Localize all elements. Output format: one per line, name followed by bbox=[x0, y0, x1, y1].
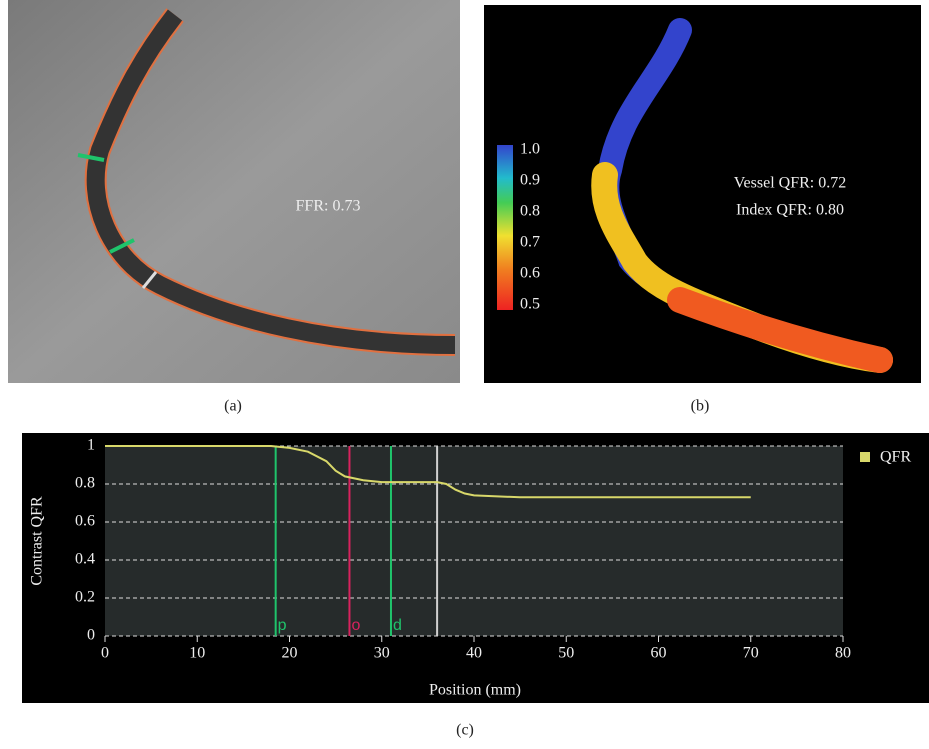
colorbar-tick-label: 0.7 bbox=[520, 234, 540, 251]
figure: FFR: 0.73 (a) Vessel QFR: 0.72 Index QFR… bbox=[0, 0, 929, 744]
plot-area bbox=[105, 446, 843, 636]
colorbar-tick-label: 0.9 bbox=[520, 172, 540, 189]
y-tick-label: 0.6 bbox=[75, 513, 95, 530]
x-tick-label: 0 bbox=[101, 645, 109, 662]
colorbar-tick-label: 1.0 bbox=[520, 141, 540, 158]
panel-label: (c) bbox=[456, 722, 474, 739]
legend-swatch bbox=[860, 452, 870, 462]
x-tick-label: 30 bbox=[374, 645, 390, 662]
x-tick-label: 60 bbox=[651, 645, 667, 662]
y-tick-label: 0.4 bbox=[75, 551, 95, 568]
x-tick-label: 50 bbox=[558, 645, 574, 662]
colorbar-tick-label: 0.5 bbox=[520, 296, 540, 313]
x-tick-label: 10 bbox=[189, 645, 205, 662]
colorbar-tick-label: 0.6 bbox=[520, 265, 540, 282]
marker-label: o bbox=[351, 617, 360, 634]
x-tick-label: 40 bbox=[466, 645, 482, 662]
y-tick-label: 0.8 bbox=[75, 475, 95, 492]
legend-label: QFR bbox=[880, 449, 911, 466]
x-tick-label: 20 bbox=[282, 645, 298, 662]
colorbar bbox=[497, 145, 513, 310]
x-tick-label: 80 bbox=[835, 645, 851, 662]
marker-label: d bbox=[393, 617, 402, 634]
ffr-annotation: FFR: 0.73 bbox=[296, 198, 361, 215]
rendering bbox=[484, 5, 921, 383]
x-tick-label: 70 bbox=[743, 645, 759, 662]
panel-label: (b) bbox=[691, 398, 710, 415]
panel-label: (a) bbox=[224, 398, 242, 415]
y-tick-label: 0.2 bbox=[75, 589, 95, 606]
index-qfr: Index QFR: 0.80 bbox=[736, 202, 844, 219]
x-axis-title: Position (mm) bbox=[429, 682, 521, 699]
y-tick-label: 0 bbox=[87, 627, 95, 644]
colorbar-tick-label: 0.8 bbox=[520, 203, 540, 220]
y-axis-title: Contrast QFR bbox=[29, 496, 46, 586]
y-tick-label: 1 bbox=[87, 437, 95, 454]
vessel-qfr: Vessel QFR: 0.72 bbox=[734, 175, 846, 192]
marker-label: p bbox=[278, 617, 287, 634]
